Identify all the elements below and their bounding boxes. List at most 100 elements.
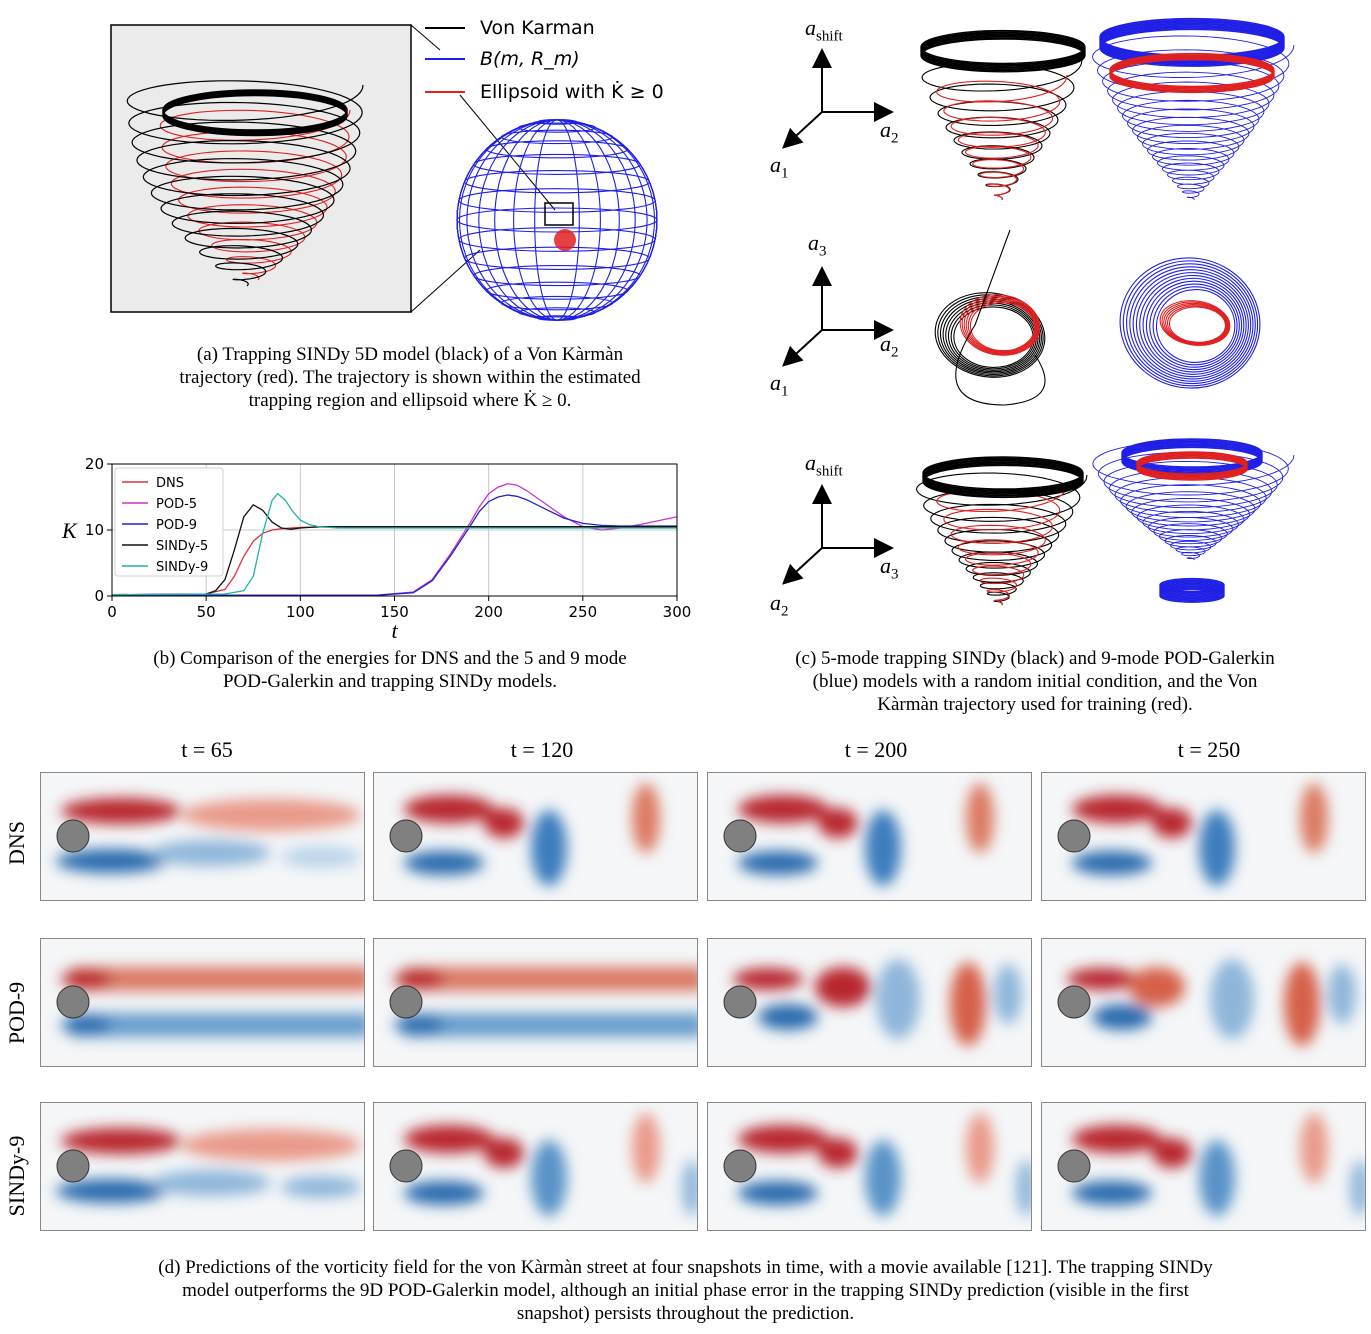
sphere-parallel	[473, 265, 641, 287]
caption-b-line: (b) Comparison of the energies for DNS a…	[153, 648, 627, 669]
energy-chart: 0 50 100 150 200 250 300 0 10 20 Kt DNS POD-5 POD-9 SI…	[61, 455, 692, 640]
pod-loop	[1129, 266, 1254, 382]
vorticity-panel	[707, 1102, 1032, 1231]
cylinder-obstacle	[56, 1149, 90, 1183]
sphere-parallel	[536, 315, 578, 321]
caption-a-line: (a) Trapping SINDy 5D model (black) of a…	[196, 344, 624, 365]
caption-d: (d) Predictions of the vorticity field f…	[5, 1256, 1366, 1325]
vortex-wake	[1016, 1160, 1031, 1216]
vortex-wake	[1350, 1160, 1365, 1216]
pod-orbit	[1159, 588, 1225, 603]
vortex-core	[1152, 808, 1192, 838]
time-label-3: t = 200	[844, 737, 908, 762]
pod-loop	[1132, 269, 1252, 380]
sphere-parallel	[456, 207, 658, 233]
caption-c: (c) 5-mode trapping SINDy (black) and 9-…	[700, 647, 1370, 716]
training-loop	[1163, 302, 1229, 345]
vortex-wake	[1300, 1113, 1328, 1183]
y-tick-label: 20	[85, 455, 104, 473]
sphere-parallel	[518, 122, 596, 133]
vortex-core	[404, 1181, 484, 1205]
vortex-core	[818, 808, 858, 838]
vortex-core	[738, 851, 818, 875]
axis-sub: 2	[891, 130, 899, 147]
vortex-core	[404, 1125, 494, 1153]
vortex-core	[1072, 1181, 1152, 1205]
row-label-sindy9: SINDy-9	[4, 1135, 29, 1217]
training-loop	[963, 297, 1039, 354]
vorticity-panel	[1041, 1102, 1366, 1231]
sindy-loop	[939, 296, 1042, 376]
vortex-core	[738, 1181, 818, 1205]
training-loop	[967, 300, 1037, 353]
vortex-wake	[994, 964, 1022, 1024]
axis-label-row1-left: a1	[770, 152, 789, 182]
vortex-wake	[682, 1160, 697, 1216]
vortex-wake	[531, 1140, 567, 1216]
vorticity-panel	[40, 938, 365, 1067]
vorticity-panel	[1041, 772, 1366, 901]
vortex-core	[394, 970, 444, 988]
vortex-wake	[151, 1170, 271, 1196]
vortex-sheet-positive	[404, 967, 697, 991]
axis-label-row2-right: a2	[880, 331, 899, 361]
x-tick-label: 300	[663, 603, 692, 621]
caption-d-line: model outperforms the 9D POD-Galerkin mo…	[182, 1280, 1189, 1301]
axis-sub: 1	[781, 165, 789, 182]
vortex-core	[484, 808, 524, 838]
time-label-2: t = 120	[510, 737, 574, 762]
pod-loop	[1135, 272, 1249, 378]
training-orbit	[1109, 58, 1275, 94]
y-axis-label: K	[61, 518, 78, 543]
vortex-core	[1067, 968, 1137, 990]
series-line-sindy-9	[111, 492, 677, 596]
caption-b: (b) Comparison of the energies for DNS a…	[40, 647, 740, 693]
training-loop	[965, 298, 1038, 354]
vortex-core	[404, 795, 494, 823]
x-tick-label: 200	[474, 603, 503, 621]
vortex-core	[733, 968, 803, 990]
axis-sub: 2	[891, 344, 899, 361]
vortex-core	[1129, 967, 1185, 1007]
axis-label-row3-left: a2	[770, 590, 789, 620]
axis-sub: 3	[819, 243, 827, 260]
axis-sub: shift	[816, 463, 843, 480]
training-loop	[961, 295, 1040, 355]
cylinder-obstacle	[389, 1149, 423, 1183]
axis-label-row1-right: a2	[880, 117, 899, 147]
caption-a-line: trajectory (red). The trajectory is show…	[179, 367, 641, 388]
legend-label: SINDy-5	[156, 539, 208, 554]
training-loop	[1159, 300, 1231, 346]
vortex-core	[61, 798, 181, 824]
series-line-sindy-5	[111, 504, 677, 596]
cylinder-obstacle	[1057, 985, 1091, 1019]
sindy-transient	[955, 229, 1046, 406]
sphere-parallel	[458, 227, 656, 252]
pod-loop	[1142, 277, 1245, 373]
vortex-wake	[950, 962, 986, 1046]
vortex-core	[1072, 851, 1152, 875]
sindy-trajectory	[126, 80, 364, 287]
vortex-wake	[181, 1129, 361, 1161]
vortex-wake	[1328, 964, 1356, 1024]
sindy-loop	[937, 294, 1044, 377]
vortex-sheet-negative	[71, 1013, 364, 1037]
pod-loop	[1152, 286, 1238, 366]
sindy-trajectory	[915, 472, 1088, 606]
vortex-wake	[1300, 783, 1328, 853]
vortex-wake	[1210, 959, 1254, 1039]
training-loop	[969, 302, 1035, 352]
vortex-sheet-positive	[71, 967, 364, 991]
panel-a-figure	[110, 24, 658, 321]
x-tick-label: 150	[380, 603, 409, 621]
sphere-parallel	[536, 119, 578, 125]
pod-loop	[1139, 274, 1247, 375]
legend-label: POD-5	[156, 497, 197, 512]
sphere-parallel	[500, 295, 614, 311]
vortex-core	[56, 1179, 166, 1203]
cylinder-obstacle	[389, 819, 423, 853]
axis-label-row2-vertical: a3	[808, 230, 827, 260]
vorticity-panel	[40, 772, 365, 901]
axis-label-row2-left: a1	[770, 370, 789, 400]
sphere-meridian	[478, 119, 636, 321]
